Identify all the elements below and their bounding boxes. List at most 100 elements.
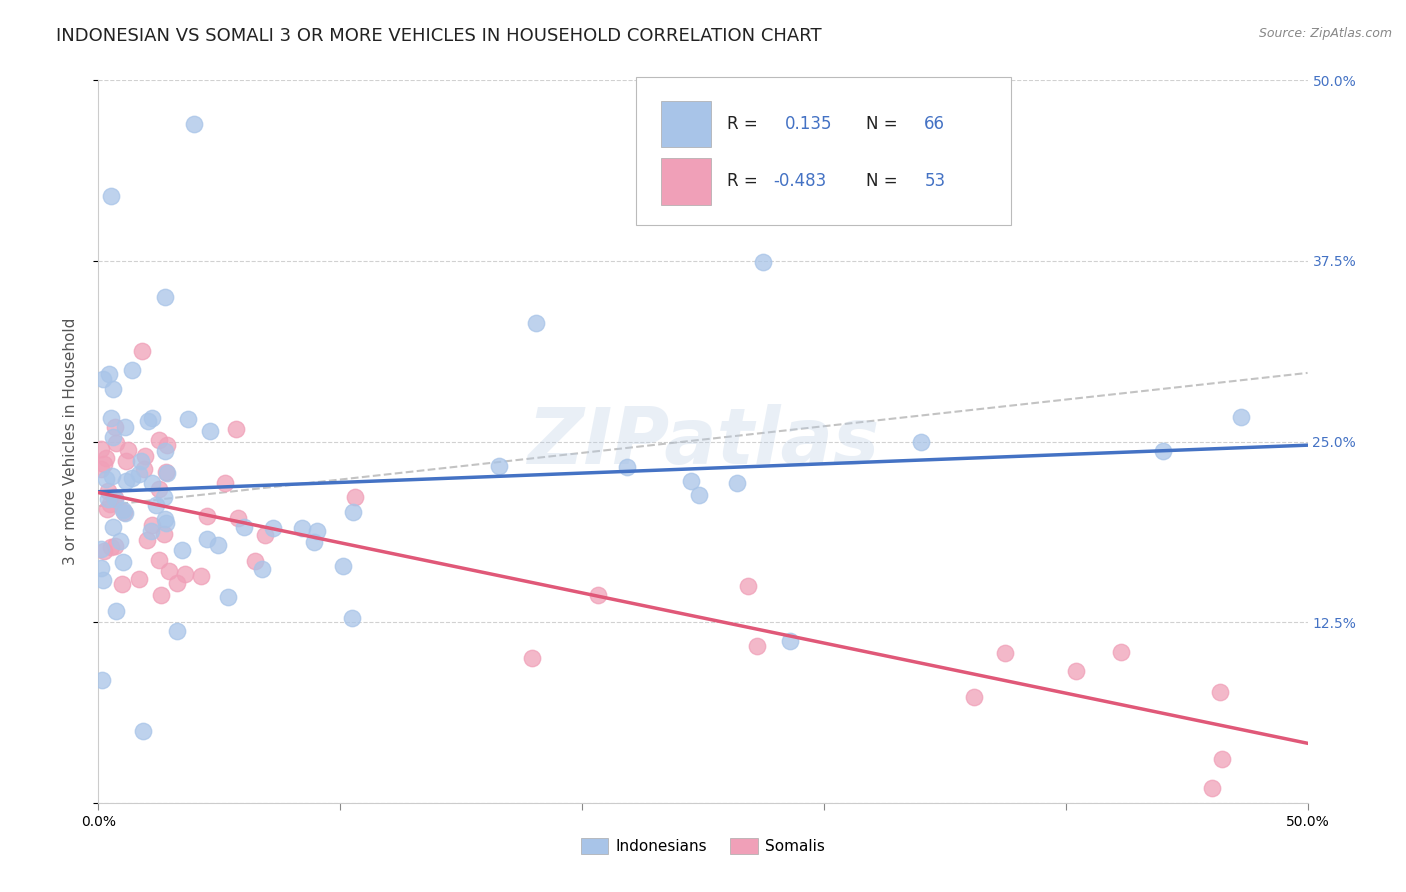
- Point: [488, 458, 510, 473]
- Point: [121, 363, 143, 377]
- Point: [103, 492, 125, 507]
- Point: [136, 414, 159, 428]
- Point: [90, 462, 112, 476]
- Point: [100, 540, 122, 554]
- Point: [101, 383, 124, 397]
- Point: [226, 510, 249, 524]
- Point: [112, 556, 135, 570]
- Point: [233, 520, 256, 534]
- Point: [170, 542, 193, 557]
- Point: [114, 420, 136, 434]
- Point: [90, 542, 112, 557]
- FancyBboxPatch shape: [661, 101, 711, 147]
- Point: [155, 516, 177, 531]
- Point: [725, 476, 748, 491]
- Text: N =: N =: [866, 115, 903, 133]
- Point: [243, 554, 266, 568]
- Y-axis label: 3 or more Vehicles in Household: 3 or more Vehicles in Household: [63, 318, 77, 566]
- Point: [103, 520, 125, 534]
- Text: -0.483: -0.483: [773, 172, 827, 190]
- Point: [121, 471, 143, 485]
- Point: [157, 564, 180, 578]
- Point: [679, 475, 702, 489]
- Point: [91, 372, 114, 386]
- FancyBboxPatch shape: [637, 77, 1011, 225]
- Text: INDONESIAN VS SOMALI 3 OR MORE VEHICLES IN HOUSEHOLD CORRELATION CHART: INDONESIAN VS SOMALI 3 OR MORE VEHICLES …: [56, 27, 823, 45]
- Point: [1209, 685, 1232, 699]
- Point: [174, 567, 197, 582]
- Text: 66: 66: [924, 115, 945, 133]
- Point: [93, 543, 115, 558]
- Point: [156, 438, 179, 452]
- Point: [1230, 410, 1253, 425]
- Point: [737, 579, 759, 593]
- Point: [254, 528, 277, 542]
- Point: [100, 410, 122, 425]
- Point: [688, 488, 710, 502]
- Point: [90, 673, 112, 687]
- Point: [131, 723, 153, 738]
- Point: [207, 538, 229, 552]
- Point: [745, 639, 768, 653]
- Point: [128, 467, 150, 482]
- Point: [97, 491, 120, 506]
- Point: [183, 117, 205, 131]
- Point: [112, 502, 135, 516]
- Point: [197, 508, 219, 523]
- Point: [779, 633, 801, 648]
- Point: [752, 255, 775, 269]
- Point: [152, 490, 174, 504]
- Point: [153, 511, 176, 525]
- Point: [98, 497, 121, 511]
- Point: [105, 436, 128, 450]
- Point: [291, 520, 314, 534]
- Point: [117, 442, 139, 457]
- Point: [141, 518, 163, 533]
- Point: [90, 561, 112, 575]
- Point: [994, 646, 1017, 660]
- Point: [139, 524, 162, 538]
- Point: [1109, 645, 1132, 659]
- Point: [166, 624, 188, 638]
- Point: [332, 559, 354, 574]
- Point: [1201, 781, 1223, 796]
- Point: [305, 524, 328, 538]
- Point: [262, 521, 284, 535]
- Text: 0.135: 0.135: [785, 115, 832, 133]
- Point: [166, 575, 188, 590]
- Text: ZIPatlas: ZIPatlas: [527, 403, 879, 480]
- Point: [141, 411, 163, 425]
- Point: [616, 460, 638, 475]
- Point: [136, 533, 159, 548]
- Point: [115, 454, 138, 468]
- Point: [302, 535, 325, 549]
- Point: [145, 498, 167, 512]
- Point: [132, 461, 155, 475]
- Point: [195, 532, 218, 546]
- Point: [91, 574, 114, 588]
- Point: [153, 290, 176, 304]
- Point: [148, 433, 170, 447]
- Point: [963, 690, 986, 704]
- Point: [190, 569, 212, 583]
- Point: [97, 484, 120, 499]
- Point: [1152, 444, 1174, 458]
- Point: [103, 491, 125, 505]
- Point: [94, 472, 117, 486]
- Point: [153, 444, 176, 458]
- Point: [101, 429, 124, 443]
- Text: N =: N =: [866, 172, 903, 190]
- Point: [342, 504, 364, 518]
- Point: [340, 611, 363, 625]
- Text: R =: R =: [727, 115, 763, 133]
- Point: [152, 527, 174, 541]
- Legend: Indonesians, Somalis: Indonesians, Somalis: [575, 832, 831, 860]
- Point: [343, 490, 366, 504]
- Point: [129, 454, 152, 468]
- Point: [214, 476, 236, 491]
- Point: [101, 469, 124, 483]
- Point: [93, 457, 115, 471]
- Point: [225, 422, 247, 436]
- Point: [131, 344, 153, 359]
- Point: [250, 562, 273, 576]
